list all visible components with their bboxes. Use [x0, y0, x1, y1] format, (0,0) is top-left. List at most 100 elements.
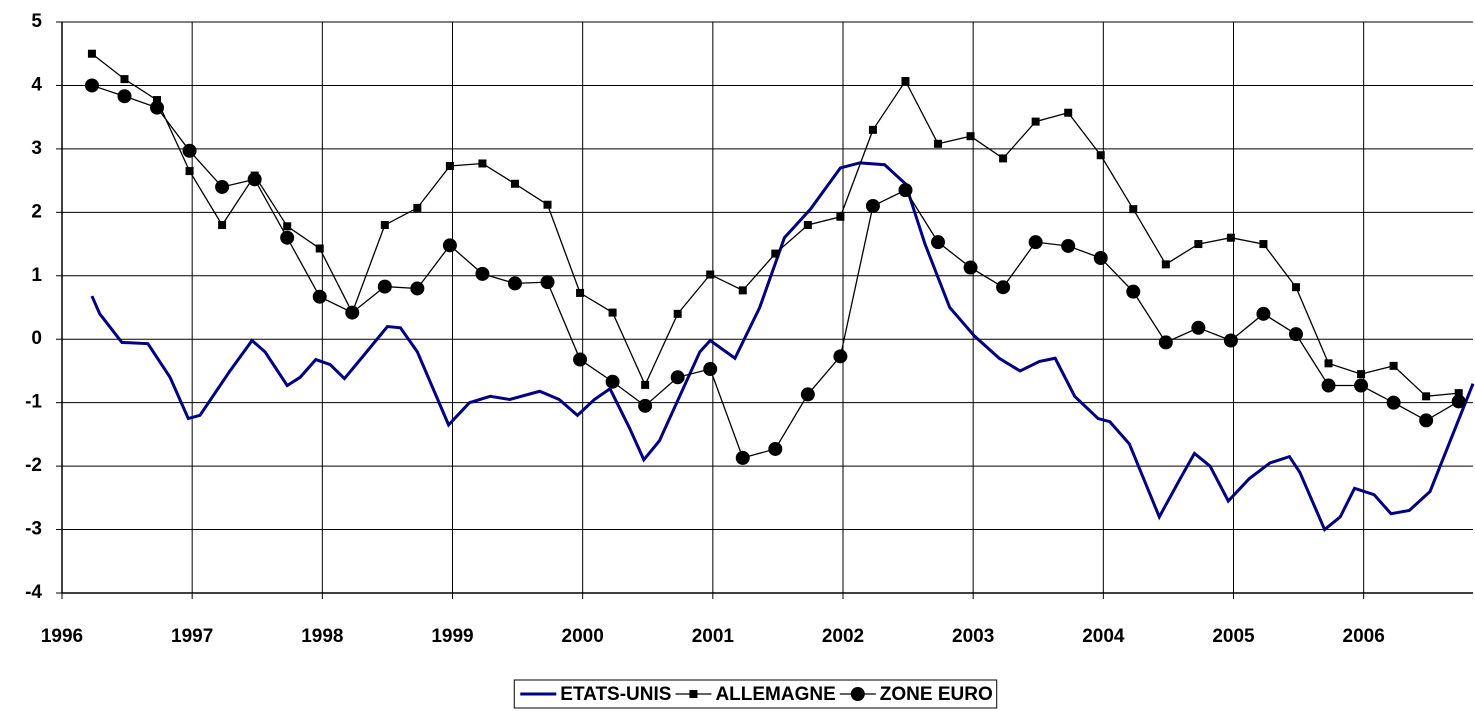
- x-tick-label: 2001: [692, 626, 735, 647]
- marker: [670, 370, 685, 385]
- x-tick-label: 2003: [952, 626, 994, 647]
- marker: [410, 281, 425, 296]
- y-tick-label: -2: [25, 455, 42, 476]
- y-tick-label: -3: [25, 519, 42, 540]
- y-tick-label: 1: [31, 265, 42, 286]
- series-line: [91, 84, 1460, 459]
- marker: [1354, 378, 1369, 393]
- x-tick-label: 1997: [171, 626, 213, 647]
- y-tick-label: 5: [31, 11, 42, 32]
- marker: [507, 276, 522, 291]
- marker: [800, 387, 815, 402]
- marker: [150, 100, 165, 115]
- y-tick-label: 3: [31, 138, 42, 159]
- marker: [703, 362, 718, 377]
- marker: [1226, 233, 1235, 242]
- marker: [833, 349, 848, 364]
- marker: [182, 143, 197, 158]
- legend-label: ETATS-UNIS: [560, 684, 671, 705]
- marker: [868, 125, 877, 134]
- marker: [312, 289, 327, 304]
- marker: [706, 270, 715, 279]
- marker: [689, 690, 698, 698]
- marker: [1321, 378, 1336, 393]
- y-tick-label: 0: [31, 328, 42, 349]
- legend: ETATS-UNIS ALLEMAGNE ZONE EURO: [513, 679, 998, 709]
- marker: [641, 380, 650, 389]
- marker: [1389, 361, 1398, 370]
- marker: [510, 179, 519, 188]
- x-tick-label: 2005: [1212, 626, 1255, 647]
- marker: [1256, 306, 1271, 321]
- marker: [1061, 238, 1076, 253]
- marker: [1451, 394, 1466, 409]
- y-tick-label: -4: [25, 582, 42, 603]
- marker: [445, 162, 454, 171]
- marker: [963, 260, 978, 275]
- marker: [1419, 413, 1434, 428]
- marker: [1288, 327, 1303, 342]
- marker: [608, 308, 617, 317]
- marker: [1259, 240, 1268, 249]
- marker: [1126, 284, 1141, 299]
- marker: [442, 238, 457, 253]
- marker: [1031, 117, 1040, 126]
- x-tick-label: 2004: [1082, 626, 1125, 647]
- y-tick-label: -1: [25, 392, 42, 413]
- marker: [573, 352, 588, 367]
- x-tick-label: 2000: [562, 626, 604, 647]
- marker: [1129, 205, 1138, 214]
- marker: [1093, 251, 1108, 266]
- marker: [898, 183, 913, 198]
- marker: [1158, 335, 1173, 350]
- marker: [84, 78, 99, 93]
- marker: [377, 279, 392, 294]
- marker: [1357, 370, 1366, 379]
- marker: [931, 235, 946, 250]
- marker: [117, 89, 132, 104]
- y-tick-label: 2: [31, 201, 42, 222]
- marker: [966, 132, 975, 141]
- marker: [836, 212, 845, 221]
- marker: [153, 96, 162, 105]
- marker: [543, 200, 552, 209]
- marker: [865, 198, 880, 213]
- series-line: [90, 161, 1475, 532]
- marker: [283, 222, 292, 231]
- marker: [735, 450, 750, 465]
- marker: [1194, 240, 1203, 249]
- marker: [1386, 395, 1401, 410]
- marker: [850, 687, 865, 701]
- marker: [345, 305, 360, 320]
- marker: [315, 244, 324, 253]
- marker: [87, 49, 96, 58]
- marker: [540, 275, 555, 290]
- marker: [673, 309, 682, 318]
- marker: [996, 280, 1011, 295]
- marker: [576, 288, 585, 297]
- x-tick-label: 1999: [431, 626, 473, 647]
- marker: [185, 167, 194, 176]
- marker: [934, 139, 943, 148]
- marker: [1454, 389, 1463, 398]
- marker: [1064, 108, 1073, 117]
- marker: [478, 159, 487, 168]
- marker: [1028, 235, 1043, 250]
- marker: [803, 221, 812, 230]
- legend-box: [513, 679, 998, 709]
- marker: [605, 374, 620, 389]
- marker: [218, 221, 227, 230]
- marker: [413, 203, 422, 212]
- marker: [120, 75, 129, 84]
- x-tick-label: 1996: [41, 626, 83, 647]
- marker: [280, 230, 295, 245]
- x-tick-label: 2002: [822, 626, 864, 647]
- x-tick-label: 1998: [301, 626, 343, 647]
- marker: [1223, 333, 1238, 348]
- marker: [380, 221, 389, 230]
- marker: [768, 441, 783, 456]
- marker: [1096, 151, 1105, 160]
- series-line: [91, 53, 1459, 397]
- marker: [215, 179, 230, 194]
